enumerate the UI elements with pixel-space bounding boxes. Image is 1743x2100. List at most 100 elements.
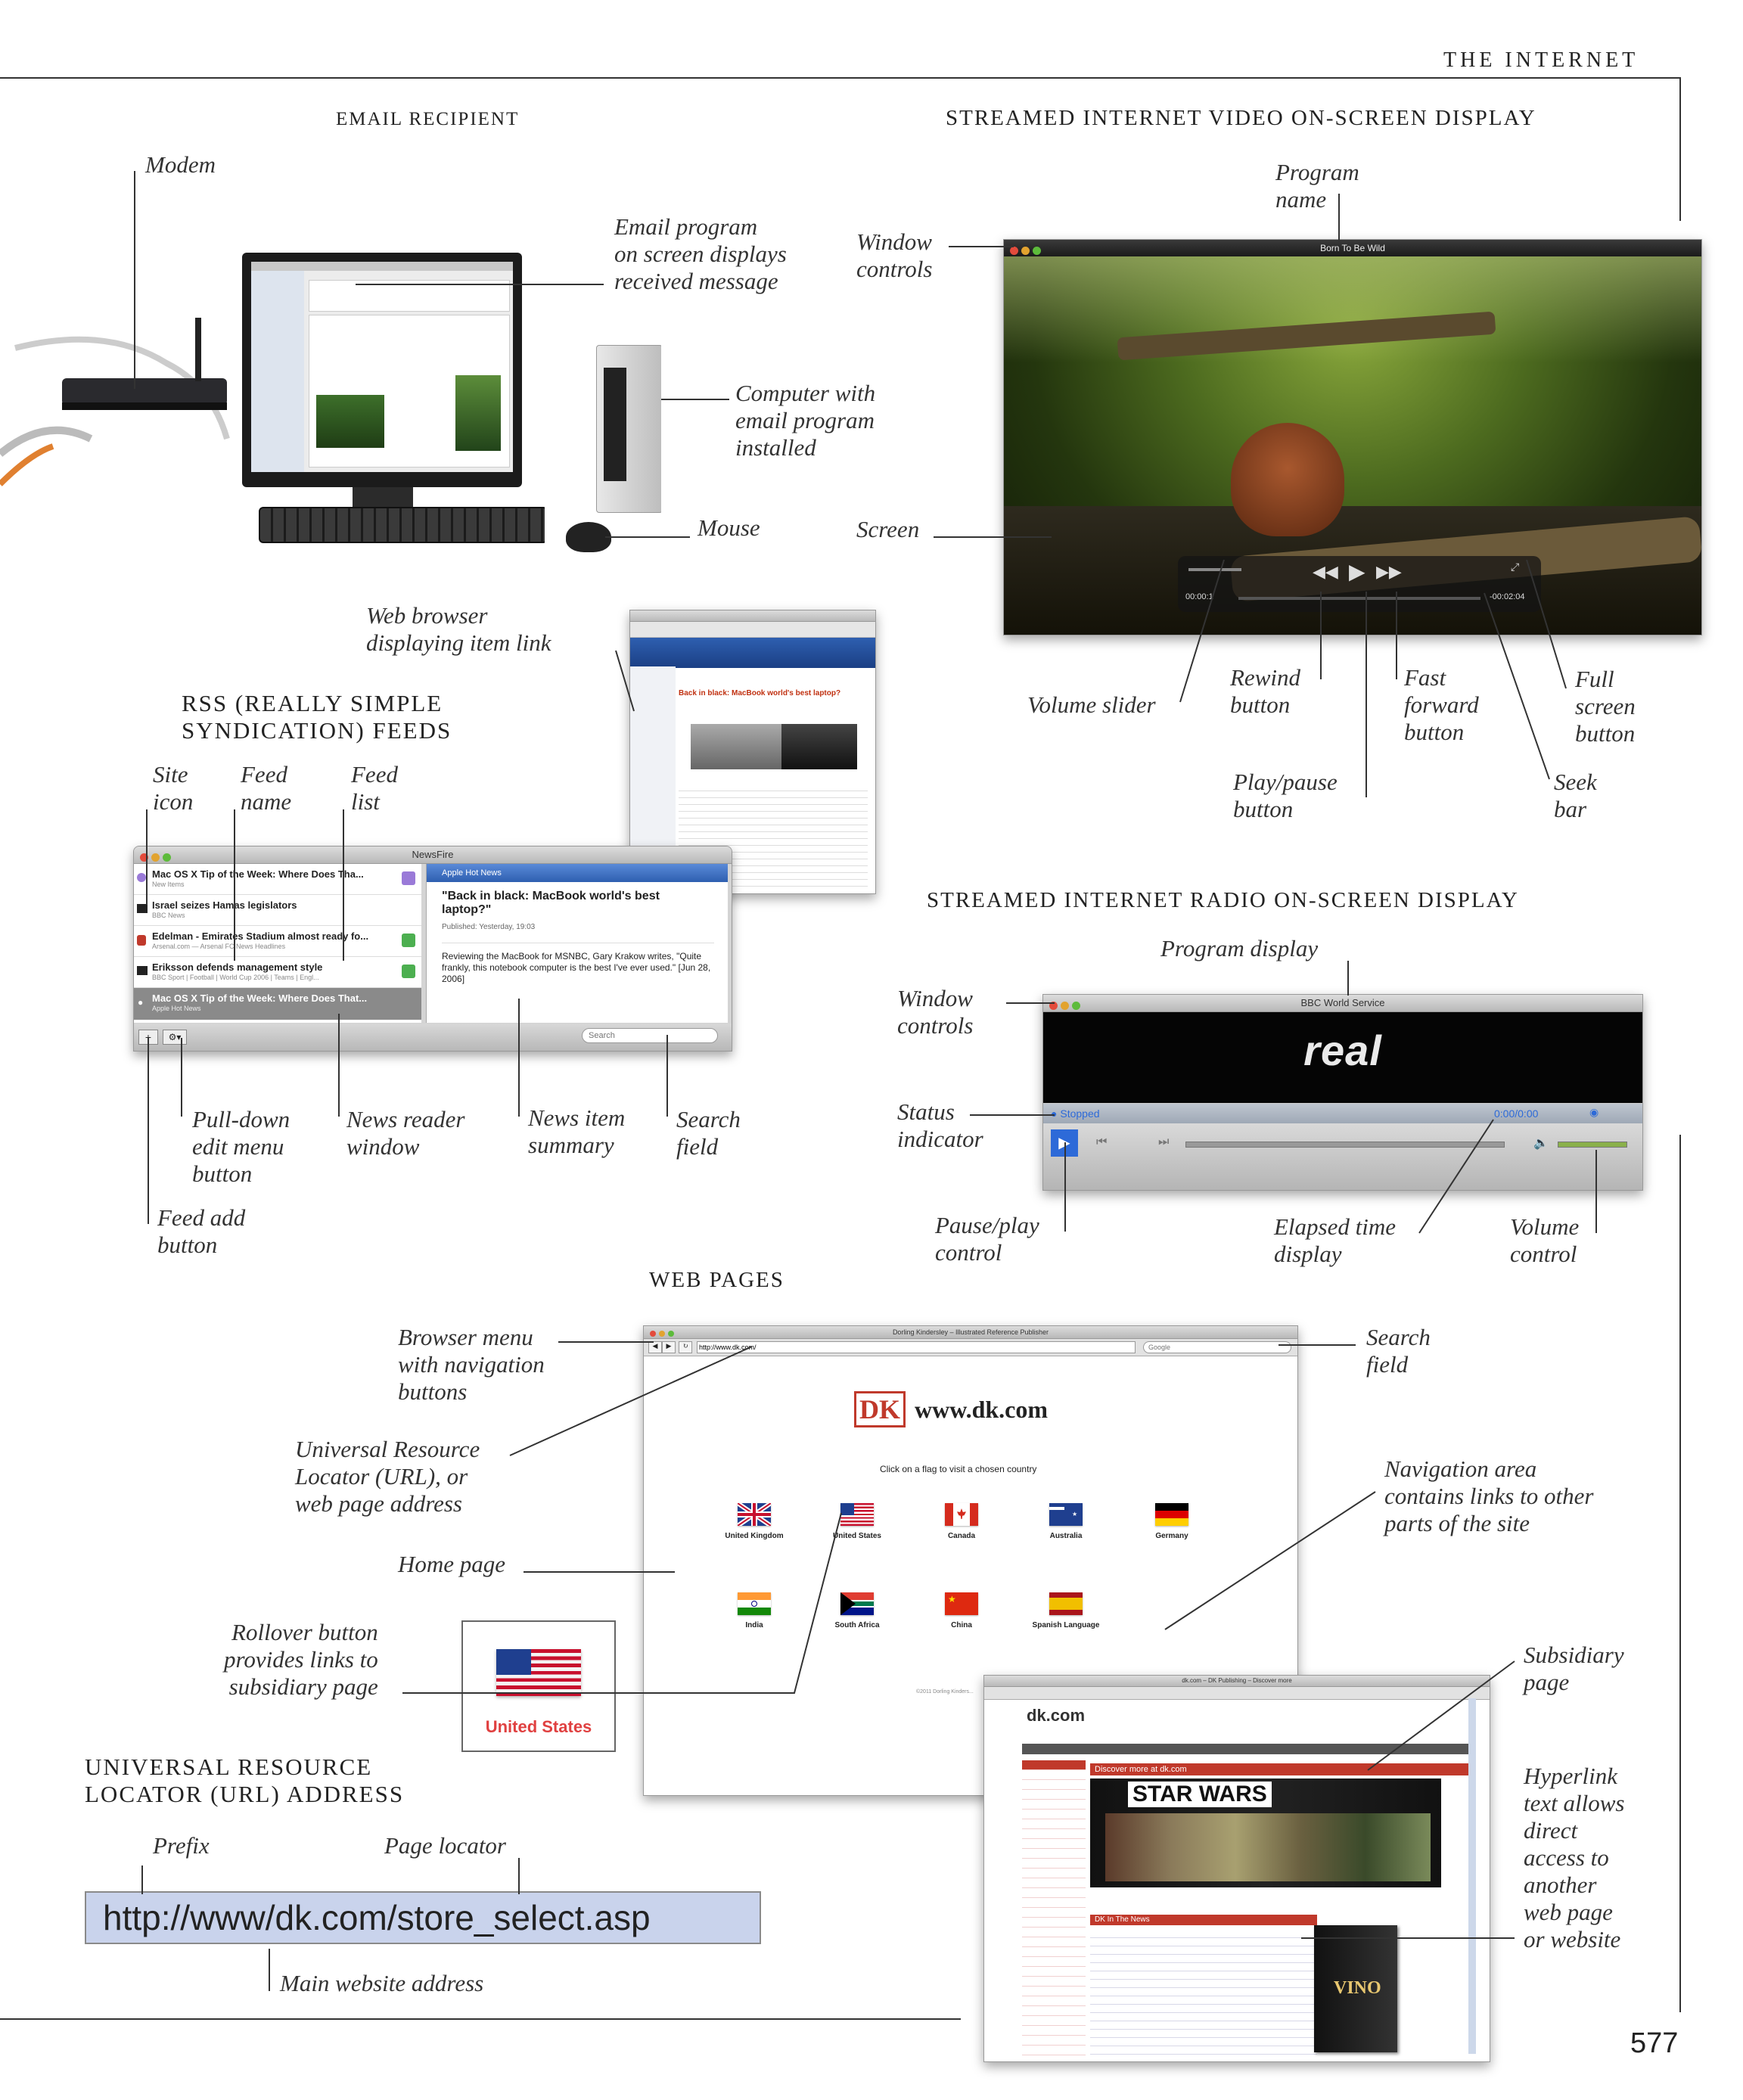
zoom-dot[interactable] bbox=[668, 1331, 674, 1337]
minimize-dot[interactable] bbox=[151, 853, 160, 862]
vino-book[interactable]: VINO bbox=[1314, 1925, 1397, 2052]
label-full-screen: Full screen button bbox=[1575, 666, 1636, 747]
label-email-program: Email program on screen displays receive… bbox=[614, 213, 787, 294]
radio-player-window[interactable]: BBC World Service real ● Stopped 0:00/0:… bbox=[1042, 994, 1643, 1191]
flag-canada[interactable] bbox=[945, 1503, 978, 1526]
hyperlink-list[interactable] bbox=[1090, 1930, 1317, 2057]
pause-play-control[interactable]: ▶ bbox=[1051, 1129, 1078, 1157]
rss-browser-headline[interactable]: Back in black: MacBook world's best lapt… bbox=[679, 689, 841, 697]
tower-illustration bbox=[596, 345, 661, 519]
dk-search-field[interactable] bbox=[1143, 1341, 1291, 1353]
zoom-dot[interactable] bbox=[163, 853, 171, 862]
site-icon bbox=[137, 935, 146, 946]
back-button[interactable]: ◀ bbox=[648, 1341, 662, 1353]
url-page-locator: /store_select.asp bbox=[387, 1898, 651, 1937]
minimize-dot[interactable] bbox=[659, 1331, 665, 1337]
video-program-name: Born To Be Wild bbox=[1320, 243, 1385, 253]
dk-sub-logo[interactable]: dk.com bbox=[1027, 1706, 1086, 1725]
country-label[interactable]: India bbox=[745, 1621, 763, 1629]
zoom-dot[interactable] bbox=[1033, 247, 1041, 255]
dk-logo[interactable]: DK bbox=[854, 1391, 906, 1427]
label-program-display: Program display bbox=[1160, 935, 1319, 961]
heading-url-2: LOCATOR (URL) ADDRESS bbox=[85, 1781, 405, 1807]
full-screen-button[interactable]: ⤢ bbox=[1511, 561, 1520, 573]
dk-sub-sidebar[interactable] bbox=[1022, 1760, 1086, 2055]
feed-add-button[interactable]: + bbox=[138, 1030, 158, 1045]
label-program-name: Program name bbox=[1275, 159, 1359, 213]
rollover-button-zoom[interactable]: United States bbox=[461, 1620, 616, 1752]
heading-web-pages: WEB PAGES bbox=[649, 1268, 785, 1292]
globe-icon[interactable]: ◉ bbox=[1589, 1106, 1599, 1118]
country-label[interactable]: Australia bbox=[1049, 1532, 1083, 1540]
pull-down-edit-menu-button[interactable]: ⚙▾ bbox=[163, 1030, 187, 1045]
feed-item[interactable]: Edelman - Emirates Stadium almost ready … bbox=[134, 926, 421, 957]
fast-forward-button[interactable]: ▶▶ bbox=[1376, 562, 1402, 581]
feed-badge bbox=[402, 934, 415, 947]
volume-slider[interactable] bbox=[1188, 568, 1241, 571]
dk-site-name: www.dk.com bbox=[915, 1395, 1049, 1423]
flag-uk[interactable] bbox=[736, 1501, 772, 1528]
feed-list[interactable]: Mac OS X Tip of the Week: Where Does Tha… bbox=[134, 864, 421, 1023]
modem-illustration bbox=[0, 303, 250, 499]
feed-item[interactable]: Israel seizes Hamas legislators BBC News bbox=[134, 895, 421, 926]
flag-australia[interactable]: ★ bbox=[1049, 1503, 1083, 1526]
close-dot[interactable] bbox=[1010, 247, 1018, 255]
newsfire-window-controls[interactable] bbox=[140, 850, 174, 867]
video-window-controls[interactable] bbox=[1010, 244, 1044, 260]
forward-button[interactable]: ▶ bbox=[662, 1341, 676, 1353]
flag-us[interactable] bbox=[840, 1503, 874, 1526]
dk-subsidiary-window[interactable]: dk.com – DK Publishing – Discover more d… bbox=[983, 1675, 1490, 2062]
skip-forward-icon[interactable]: ⏭ bbox=[1158, 1135, 1170, 1148]
news-headline[interactable]: "Back in black: MacBook world's best lap… bbox=[442, 890, 660, 916]
feed-source: BBC Sport | Football | World Cup 2006 | … bbox=[152, 974, 319, 981]
radio-window-controls[interactable] bbox=[1049, 999, 1083, 1015]
video-screen[interactable]: ◀◀ ▶ ▶▶ ⤢ 00:00:1 -00:02:04 bbox=[1004, 256, 1701, 635]
flag-china[interactable]: ★ bbox=[945, 1592, 978, 1615]
news-reader-window[interactable]: Apple Hot News "Back in black: MacBook w… bbox=[426, 864, 728, 1023]
newsfire-window[interactable]: NewsFire Mac OS X Tip of the Week: Where… bbox=[133, 846, 732, 1052]
video-player-window[interactable]: Born To Be Wild ◀◀ ▶ ▶▶ ⤢ 00:00:1 -00:02… bbox=[1003, 239, 1702, 635]
star-wars-banner[interactable]: STAR WARS bbox=[1090, 1778, 1441, 1887]
feed-source: BBC News bbox=[152, 912, 185, 919]
flag-germany[interactable] bbox=[1155, 1503, 1188, 1526]
country-label[interactable]: Germany bbox=[1155, 1532, 1188, 1540]
flag-spain[interactable] bbox=[1049, 1592, 1083, 1615]
radio-seek-bar[interactable] bbox=[1185, 1142, 1505, 1148]
flag-india[interactable] bbox=[738, 1592, 771, 1615]
minimize-dot[interactable] bbox=[1061, 1002, 1069, 1010]
feed-item[interactable]: Eriksson defends management style BBC Sp… bbox=[134, 957, 421, 988]
minimize-dot[interactable] bbox=[1021, 247, 1030, 255]
running-head: THE INTERNET bbox=[1443, 48, 1639, 72]
label-navigation-area: Navigation area contains links to other … bbox=[1384, 1455, 1594, 1536]
radio-program-display: real bbox=[1043, 1012, 1642, 1103]
country-label[interactable]: Spanish Language bbox=[1032, 1621, 1100, 1629]
country-label[interactable]: United Kingdom bbox=[725, 1532, 784, 1540]
seek-bar[interactable] bbox=[1238, 597, 1480, 600]
dk-url-field[interactable] bbox=[697, 1341, 1136, 1353]
country-label[interactable]: United States bbox=[833, 1532, 881, 1540]
zoom-dot[interactable] bbox=[1072, 1002, 1080, 1010]
dk-window-controls[interactable] bbox=[650, 1328, 677, 1340]
rewind-button[interactable]: ◀◀ bbox=[1313, 562, 1338, 581]
feed-item-selected[interactable]: ● Mac OS X Tip of the Week: Where Does T… bbox=[134, 988, 421, 1020]
flag-south-africa[interactable] bbox=[840, 1592, 874, 1615]
country-label[interactable]: China bbox=[951, 1621, 972, 1629]
skip-back-icon[interactable]: ⏮ bbox=[1096, 1135, 1108, 1148]
close-dot[interactable] bbox=[1049, 1002, 1058, 1010]
mouse-illustration bbox=[566, 522, 614, 558]
play-pause-button[interactable]: ▶ bbox=[1349, 560, 1366, 583]
url-address-box: http://www/dk.com/store_select.asp bbox=[85, 1891, 761, 1944]
country-label[interactable]: South Africa bbox=[834, 1621, 880, 1629]
volume-control[interactable] bbox=[1558, 1142, 1627, 1148]
close-dot[interactable] bbox=[650, 1331, 656, 1337]
rss-browser-window[interactable]: Back in black: MacBook world's best lapt… bbox=[629, 610, 876, 894]
country-label[interactable]: Canada bbox=[947, 1532, 976, 1540]
heading-email-recipient: EMAIL RECIPIENT bbox=[336, 109, 520, 129]
reload-button[interactable]: ↻ bbox=[679, 1341, 692, 1353]
heading-rss-1: RSS (REALLY SIMPLE bbox=[182, 690, 443, 716]
close-dot[interactable] bbox=[140, 853, 148, 862]
label-feed-name: Feed name bbox=[241, 761, 292, 815]
newsfire-title: NewsFire bbox=[412, 849, 454, 860]
rss-search-field[interactable] bbox=[582, 1028, 718, 1043]
feed-item[interactable]: Mac OS X Tip of the Week: Where Does Tha… bbox=[134, 864, 421, 895]
